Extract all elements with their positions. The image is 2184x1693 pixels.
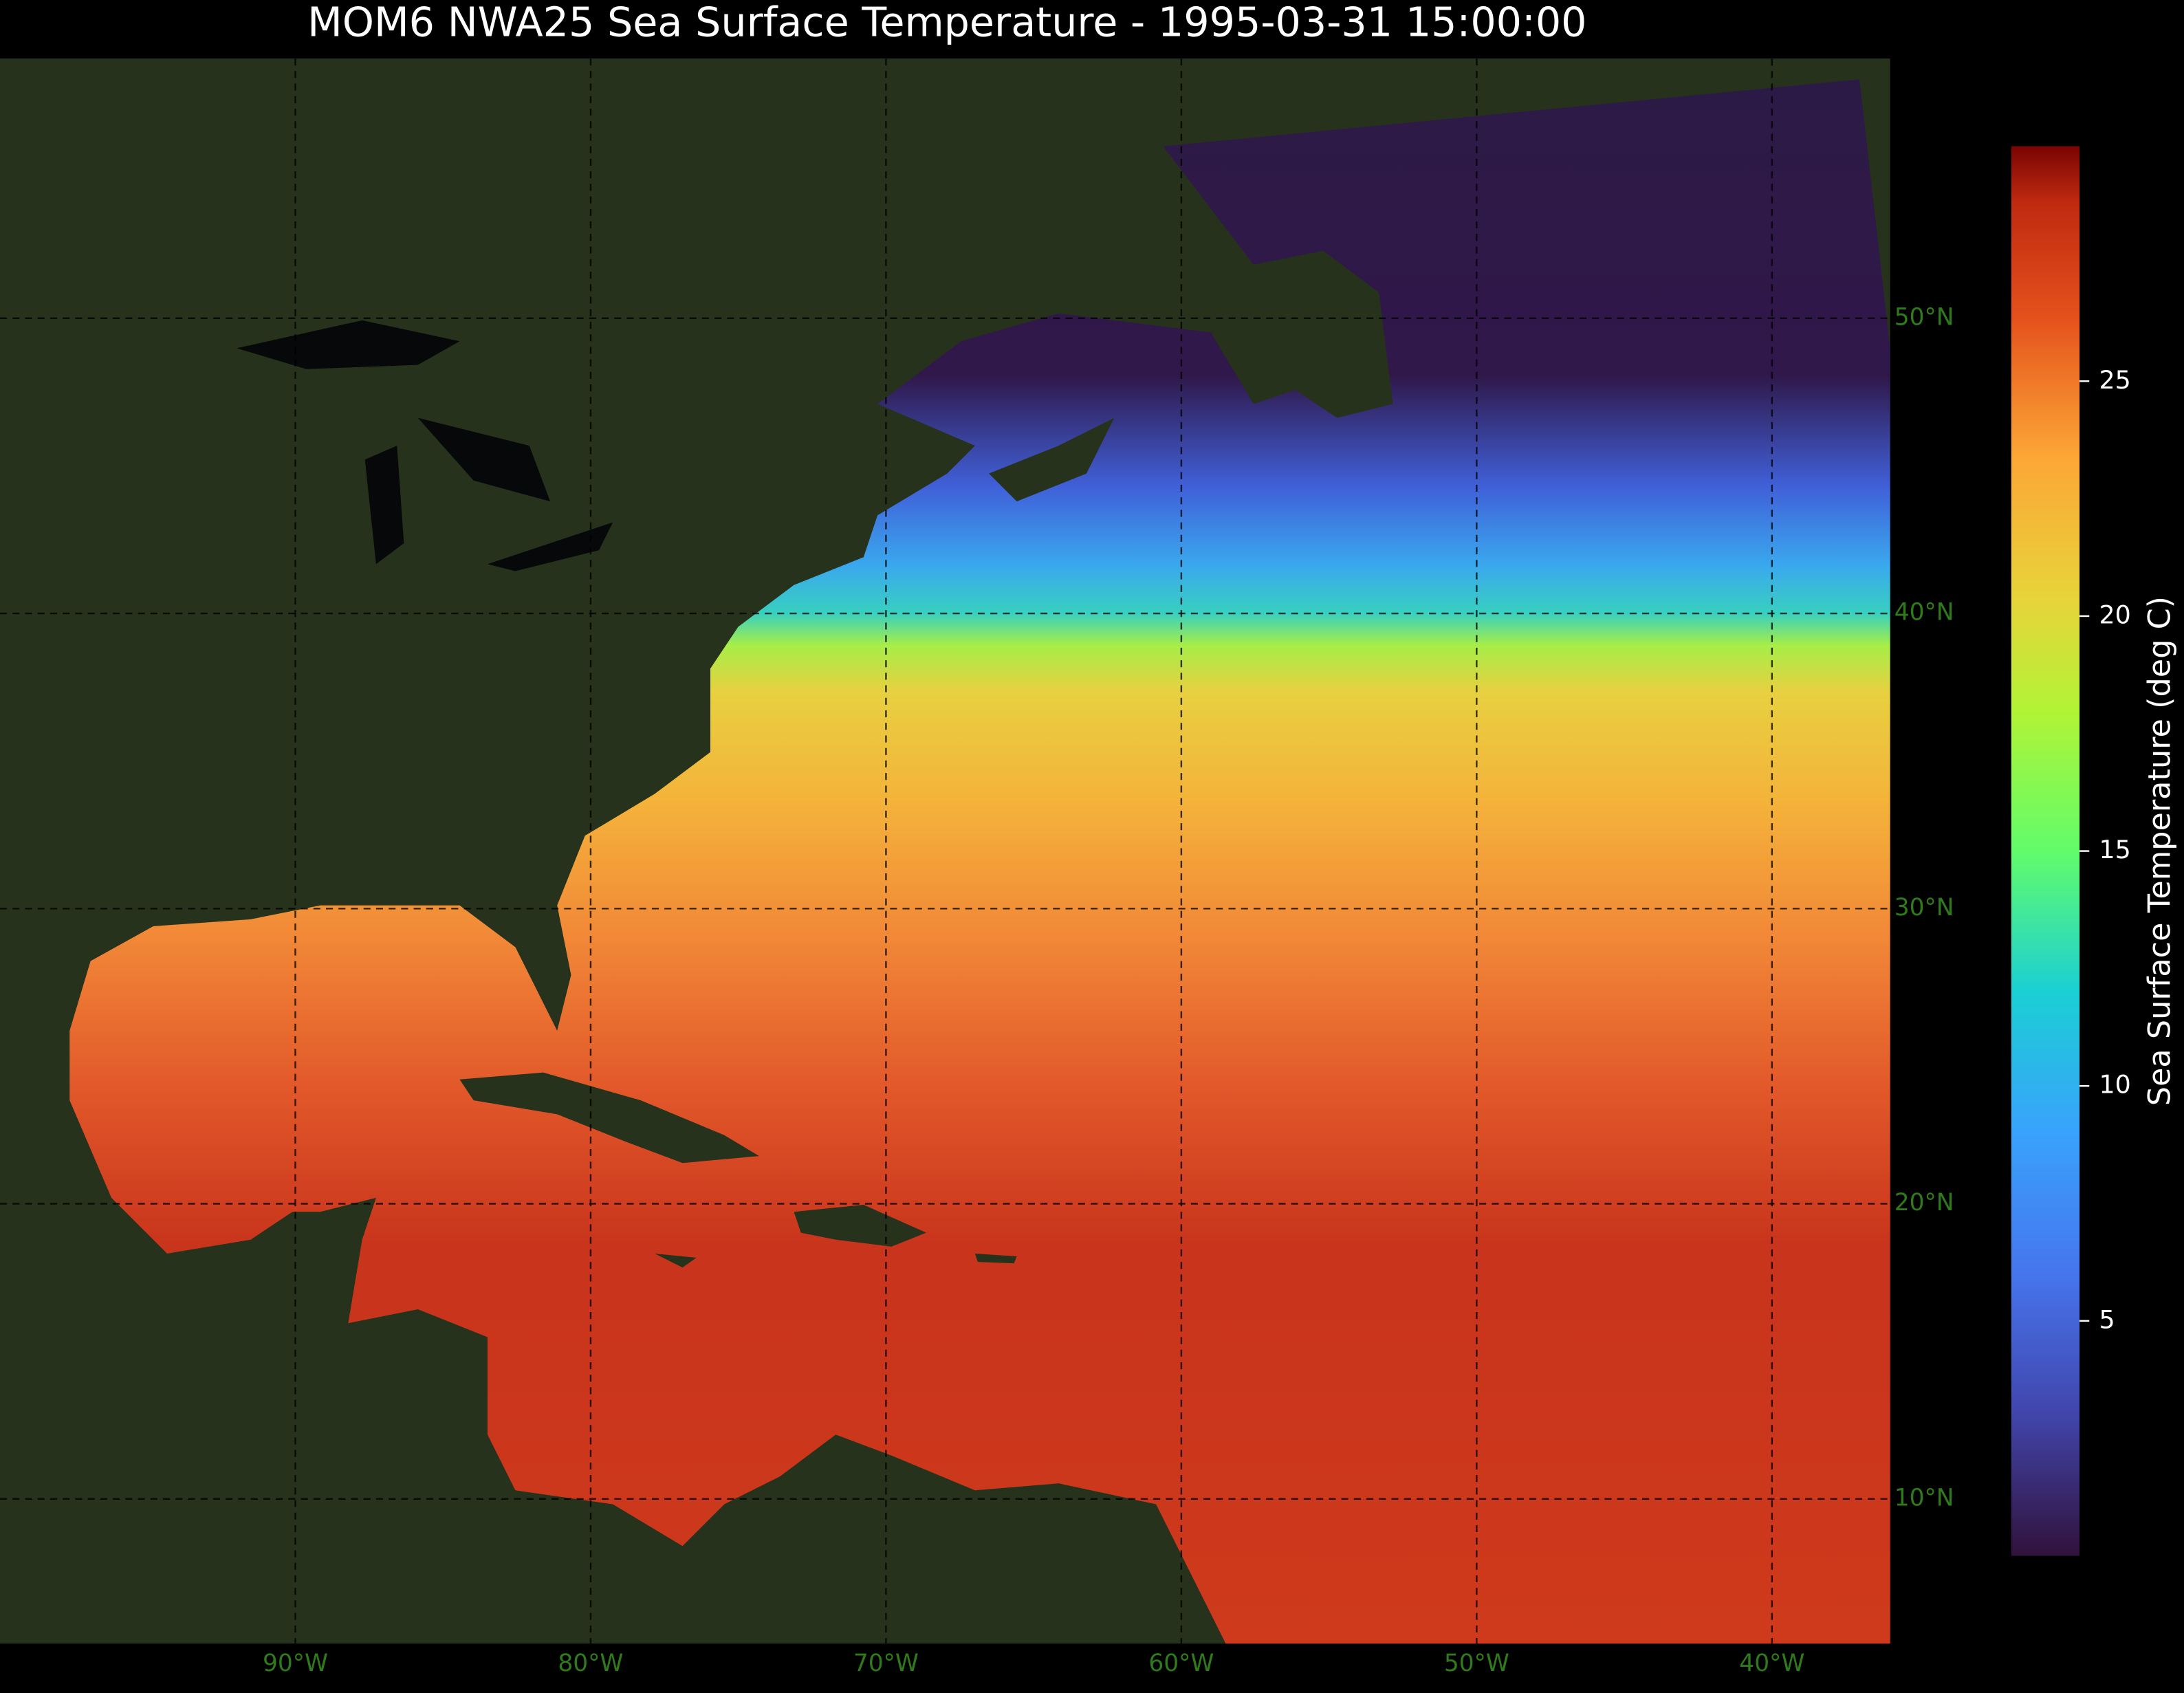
lake	[237, 320, 460, 369]
cuba	[459, 1072, 759, 1164]
puerto-rico	[974, 1253, 1017, 1264]
lat-label: 10°N	[1894, 1484, 1954, 1511]
lake	[417, 417, 551, 502]
nova-scotia	[989, 417, 1115, 502]
lon-label: 40°W	[1739, 1650, 1804, 1677]
colorbar-tick-label: 20	[2099, 600, 2130, 629]
lake	[487, 522, 613, 571]
colorbar-tick-label: 10	[2099, 1070, 2130, 1100]
colorbar-tick-label: 5	[2099, 1304, 2115, 1334]
great-lakes	[237, 320, 613, 571]
lon-label: 70°W	[853, 1650, 919, 1677]
lon-label: 50°W	[1444, 1650, 1509, 1677]
lake	[364, 446, 404, 565]
islands	[459, 250, 1393, 1268]
lat-label: 50°N	[1894, 303, 1954, 331]
lon-label: 90°W	[263, 1650, 328, 1677]
lat-label: 20°N	[1894, 1189, 1954, 1216]
colorbar-label: Sea Surface Temperature (deg C)	[2142, 596, 2178, 1106]
lat-label: 30°N	[1894, 894, 1954, 921]
jamaica	[654, 1253, 697, 1268]
colorbar-tick-label: 15	[2099, 835, 2130, 864]
colorbar-tick-label: 25	[2099, 365, 2130, 395]
colorbar	[2011, 146, 2080, 1556]
ocean-sst	[69, 79, 1890, 1644]
title: MOM6 NWA25 Sea Surface Temperature - 199…	[307, 0, 1586, 46]
hispaniola	[794, 1205, 926, 1247]
lon-label: 80°W	[558, 1650, 623, 1677]
lon-label: 60°W	[1148, 1650, 1214, 1677]
lat-label: 40°N	[1894, 599, 1954, 626]
newfoundland	[1212, 250, 1393, 418]
